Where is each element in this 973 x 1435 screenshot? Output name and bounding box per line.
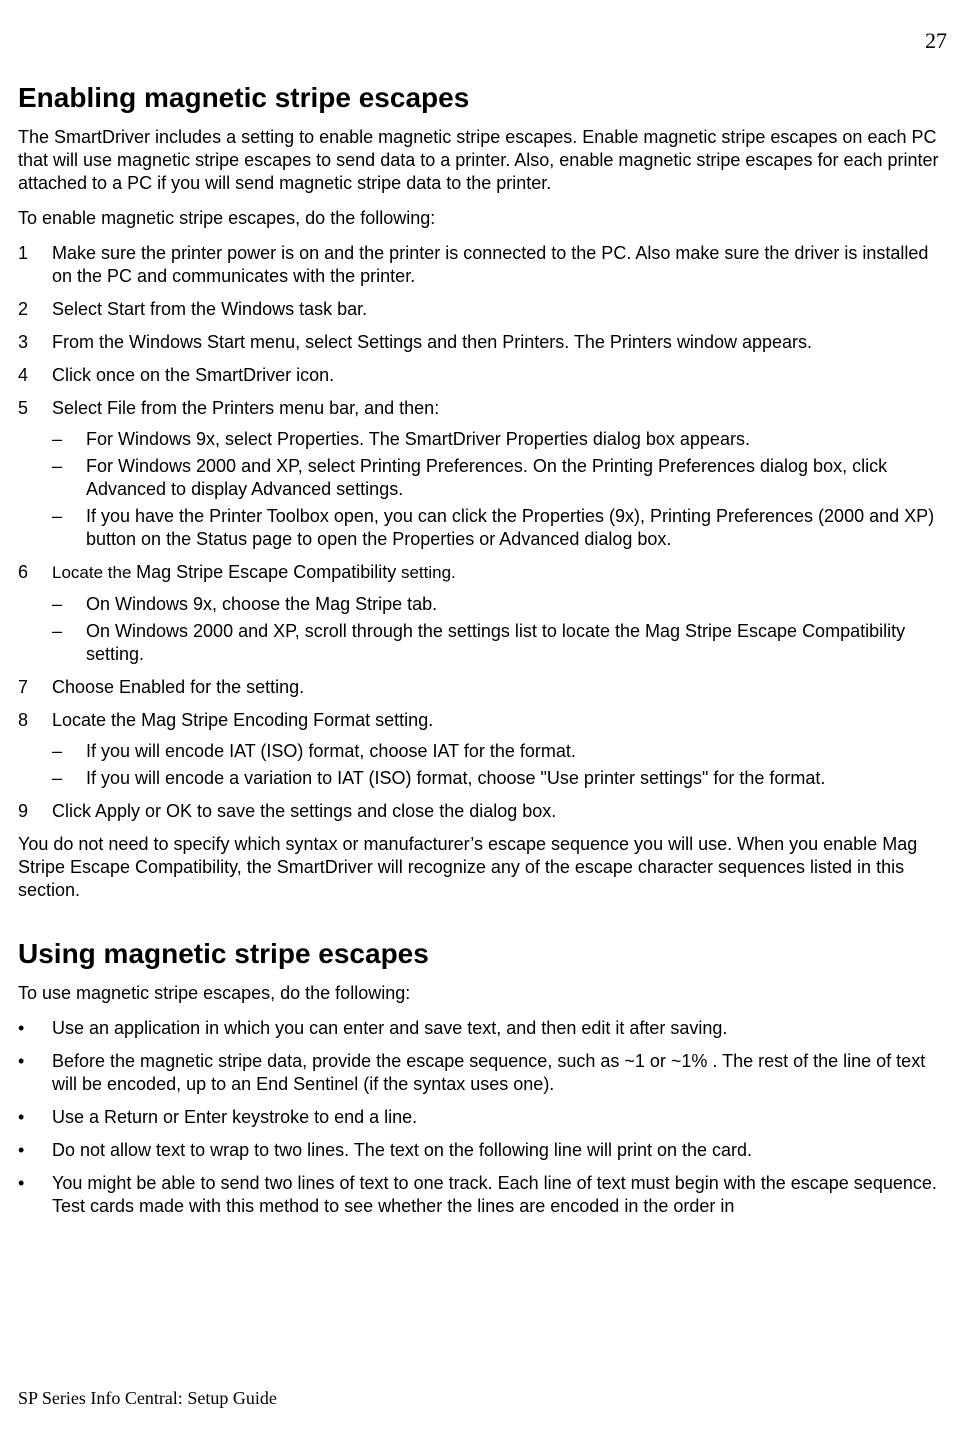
bullet-5: You might be able to send two lines of t… — [18, 1172, 953, 1218]
step-1: Make sure the printer power is on and th… — [18, 242, 953, 288]
step-8b: If you will encode a variation to IAT (I… — [52, 767, 953, 790]
section1-heading: Enabling magnetic stripe escapes — [18, 82, 953, 114]
section1-intro: The SmartDriver includes a setting to en… — [18, 126, 953, 195]
bullet-1: Use an application in which you can ente… — [18, 1017, 953, 1040]
step-5-sublist: For Windows 9x, select Properties. The S… — [52, 428, 953, 551]
step-5: Select File from the Printers menu bar, … — [18, 397, 953, 551]
step-8-text: Locate the Mag Stripe Encoding Format se… — [52, 710, 433, 730]
bullet-3: Use a Return or Enter keystroke to end a… — [18, 1106, 953, 1129]
section2-bullets: Use an application in which you can ente… — [18, 1017, 953, 1218]
step-7: Choose Enabled for the setting. — [18, 676, 953, 699]
step-5c: If you have the Printer Toolbox open, yo… — [52, 505, 953, 551]
section2-heading: Using magnetic stripe escapes — [18, 938, 953, 970]
step-5a: For Windows 9x, select Properties. The S… — [52, 428, 953, 451]
section1-closing: You do not need to specify which syntax … — [18, 833, 953, 902]
section1-steps: Make sure the printer power is on and th… — [18, 242, 953, 823]
step-8a: If you will encode IAT (ISO) format, cho… — [52, 740, 953, 763]
page-footer: SP Series Info Central: Setup Guide — [18, 1388, 277, 1409]
step-6-post: setting. — [396, 563, 456, 582]
step-6-mid: Mag Stripe Escape Compatibility — [136, 562, 396, 582]
step-4: Click once on the SmartDriver icon. — [18, 364, 953, 387]
step-8: Locate the Mag Stripe Encoding Format se… — [18, 709, 953, 790]
step-2: Select Start from the Windows task bar. — [18, 298, 953, 321]
step-6-pre: Locate the — [52, 563, 136, 582]
step-6a: On Windows 9x, choose the Mag Stripe tab… — [52, 593, 953, 616]
step-6-sublist: On Windows 9x, choose the Mag Stripe tab… — [52, 593, 953, 666]
section2-lead: To use magnetic stripe escapes, do the f… — [18, 982, 953, 1005]
step-5-text: Select File from the Printers menu bar, … — [52, 398, 439, 418]
bullet-2: Before the magnetic stripe data, provide… — [18, 1050, 953, 1096]
step-9: Click Apply or OK to save the settings a… — [18, 800, 953, 823]
step-5b: For Windows 2000 and XP, select Printing… — [52, 455, 953, 501]
section1-lead: To enable magnetic stripe escapes, do th… — [18, 207, 953, 230]
bullet-4: Do not allow text to wrap to two lines. … — [18, 1139, 953, 1162]
step-3: From the Windows Start menu, select Sett… — [18, 331, 953, 354]
step-6: Locate the Mag Stripe Escape Compatibili… — [18, 561, 953, 665]
step-6b: On Windows 2000 and XP, scroll through t… — [52, 620, 953, 666]
step-8-sublist: If you will encode IAT (ISO) format, cho… — [52, 740, 953, 790]
page-number: 27 — [18, 28, 953, 54]
